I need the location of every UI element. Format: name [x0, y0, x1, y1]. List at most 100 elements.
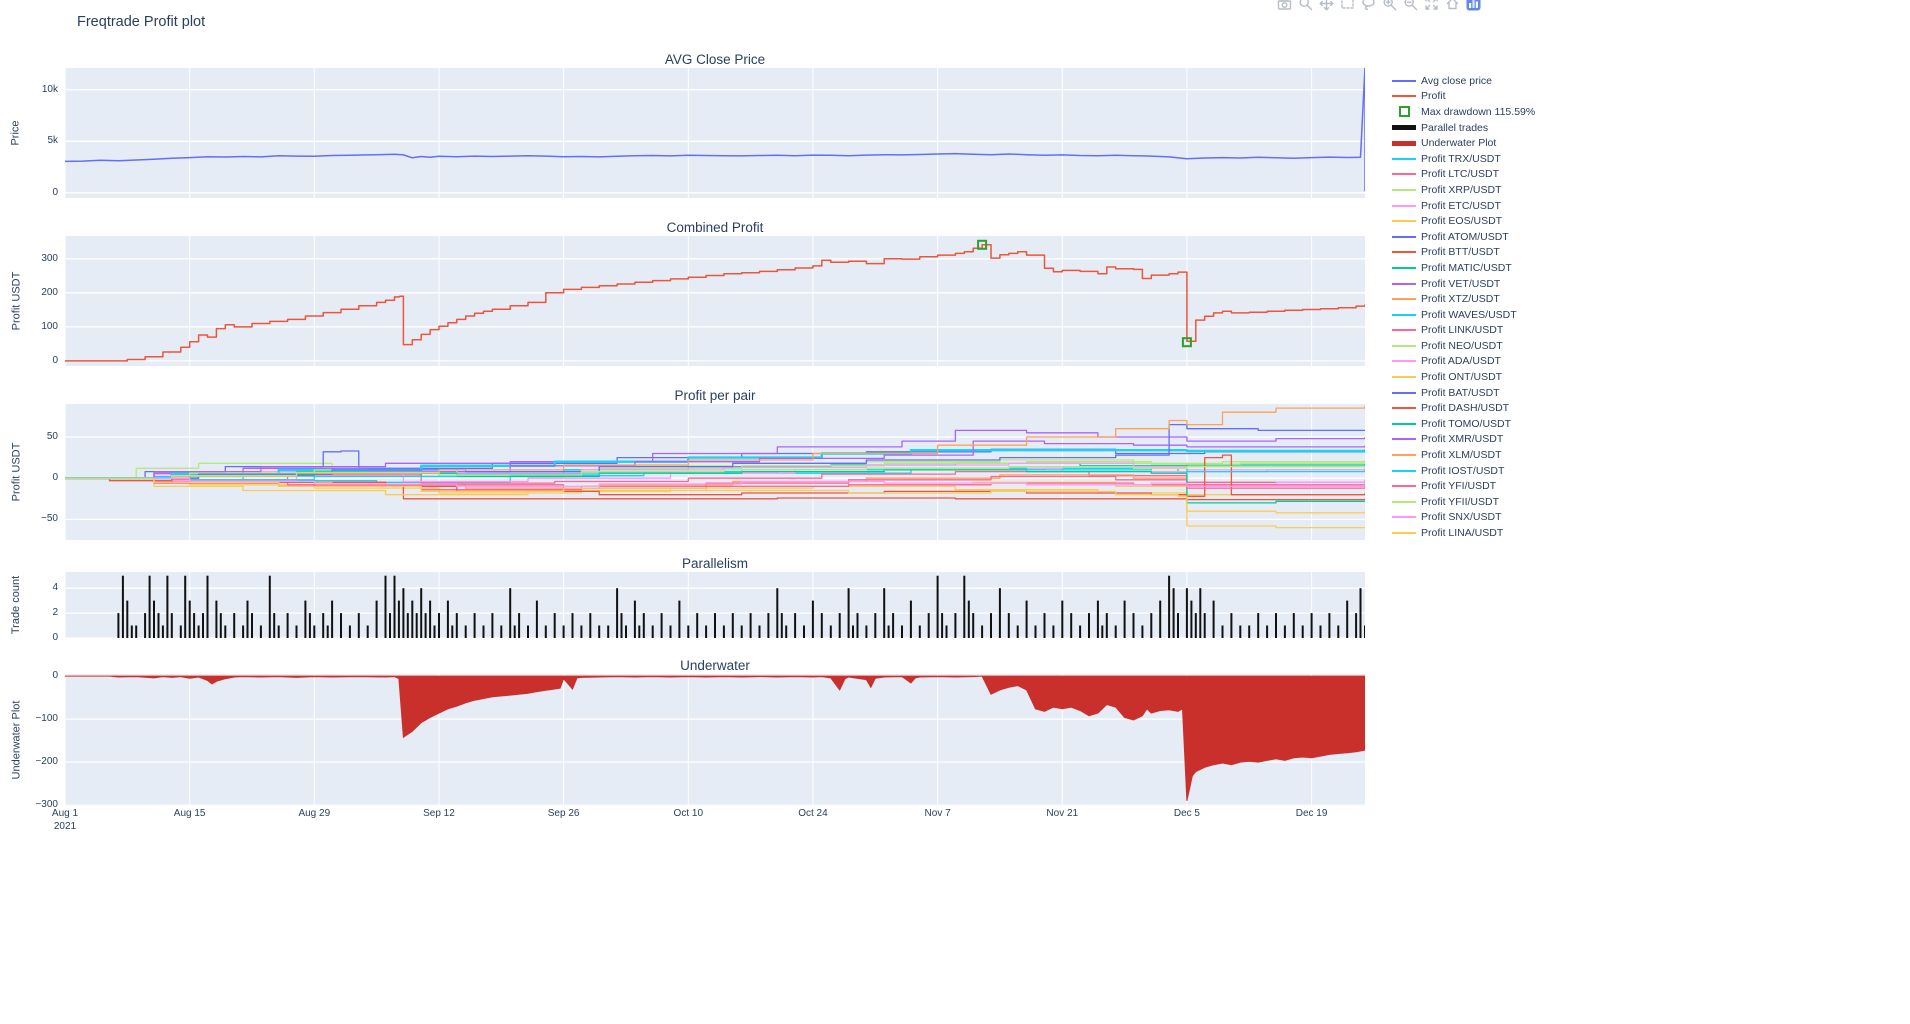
legend-label: Profit ONT/USDT	[1421, 371, 1503, 384]
legend-item[interactable]: Profit ADA/USDT	[1392, 354, 1535, 370]
legend-item[interactable]: Profit EOS/USDT	[1392, 213, 1535, 229]
legend-line-icon	[1392, 391, 1416, 394]
zoom-out-icon[interactable]	[1402, 0, 1418, 11]
legend-label: Profit XRP/USDT	[1421, 183, 1502, 196]
legend-item[interactable]: Avg close price	[1392, 73, 1535, 89]
y-axis-label-underwater-plot: Underwater Plot	[10, 700, 22, 780]
legend-item[interactable]: Profit ONT/USDT	[1392, 369, 1535, 385]
y-tick-label: 50	[46, 430, 58, 442]
legend-label: Parallel trades	[1421, 121, 1489, 134]
legend-label: Profit IOST/USDT	[1421, 464, 1505, 477]
legend-item[interactable]: Profit XTZ/USDT	[1392, 291, 1535, 307]
legend-label: Max drawdown 115.59%	[1421, 105, 1536, 118]
y-tick-label: 2	[52, 607, 58, 619]
reset-axes-icon[interactable]	[1444, 0, 1460, 11]
legend-line-icon	[1392, 188, 1416, 191]
legend-label: Profit ADA/USDT	[1421, 355, 1501, 368]
legend-item[interactable]: Underwater Plot	[1392, 135, 1535, 151]
y-tick-label: 300	[41, 252, 58, 264]
subplot-title-combined-profit: Combined Profit	[666, 220, 764, 235]
zoom-icon[interactable]	[1297, 0, 1313, 11]
y-tick-label: −300	[35, 799, 58, 811]
legend-item[interactable]: Profit ATOM/USDT	[1392, 229, 1535, 245]
y-tick-label: 0	[52, 632, 58, 643]
legend-line-icon	[1392, 313, 1416, 316]
legend-label: Profit TOMO/USDT	[1421, 417, 1512, 430]
legend-line-icon	[1392, 454, 1416, 457]
subplot-title-underwater: Underwater	[680, 658, 750, 673]
legend-line-icon	[1392, 282, 1416, 285]
legend-label: Profit LINK/USDT	[1421, 324, 1504, 337]
legend-line-icon	[1392, 344, 1416, 347]
y-tick-label: 0	[52, 186, 58, 198]
subplot-title-avg-close-price: AVG Close Price	[664, 52, 766, 67]
legend-label: Profit LINA/USDT	[1421, 527, 1504, 540]
legend-label: Avg close price	[1421, 74, 1493, 87]
legend-line-icon	[1392, 140, 1416, 146]
legend-item[interactable]: Profit WAVES/USDT	[1392, 307, 1535, 323]
legend-item[interactable]: Profit SNX/USDT	[1392, 510, 1535, 526]
legend-line-icon	[1392, 532, 1416, 535]
lasso-icon[interactable]	[1360, 0, 1376, 11]
legend-item[interactable]: Profit BTT/USDT	[1392, 245, 1535, 261]
page-title: Freqtrade Profit plot	[77, 14, 206, 30]
legend-item[interactable]: Profit IOST/USDT	[1392, 463, 1535, 479]
legend-item[interactable]: Profit XLM/USDT	[1392, 447, 1535, 463]
legend-item[interactable]: Max drawdown 115.59%	[1392, 104, 1535, 120]
legend-item[interactable]: Profit XRP/USDT	[1392, 182, 1535, 198]
legend-item[interactable]: Profit ETC/USDT	[1392, 198, 1535, 214]
legend-item[interactable]: Profit DASH/USDT	[1392, 400, 1535, 416]
legend-item[interactable]: Profit NEO/USDT	[1392, 338, 1535, 354]
legend-item[interactable]: Profit TRX/USDT	[1392, 151, 1535, 167]
pan-icon[interactable]	[1318, 0, 1334, 11]
legend-item[interactable]: Profit LTC/USDT	[1392, 167, 1535, 183]
legend-line-icon	[1392, 266, 1416, 269]
legend-line-icon	[1392, 438, 1416, 441]
x-tick-year-label: 2021	[53, 821, 77, 832]
legend-line-icon	[1392, 376, 1416, 379]
zoom-in-icon[interactable]	[1381, 0, 1397, 11]
y-tick-label: 0	[52, 670, 58, 682]
legend-item[interactable]: Profit VET/USDT	[1392, 276, 1535, 292]
legend-label: Underwater Plot	[1421, 137, 1497, 150]
subplot-4-canvas[interactable]	[65, 674, 1365, 806]
x-tick-label: Dec 5	[1173, 808, 1200, 819]
camera-icon[interactable]	[1276, 0, 1292, 11]
legend-item[interactable]: Profit YFI/USDT	[1392, 478, 1535, 494]
legend-item[interactable]: Profit	[1392, 89, 1535, 105]
legend-label: Profit BAT/USDT	[1421, 386, 1500, 399]
subplot-3-canvas[interactable]	[65, 572, 1365, 638]
subplot-2-canvas[interactable]	[65, 404, 1365, 540]
legend-line-icon	[1392, 251, 1416, 254]
y-tick-label: 5k	[47, 135, 58, 147]
legend-item[interactable]: Parallel trades	[1392, 120, 1535, 136]
legend-label: Profit VET/USDT	[1421, 277, 1501, 290]
legend-item[interactable]: Profit XMR/USDT	[1392, 432, 1535, 448]
legend-item[interactable]: Profit LINK/USDT	[1392, 323, 1535, 339]
legend-label: Profit LTC/USDT	[1421, 168, 1499, 181]
box-select-icon[interactable]	[1339, 0, 1355, 11]
x-tick-label: Oct 10	[673, 808, 704, 819]
legend-item[interactable]: Profit TOMO/USDT	[1392, 416, 1535, 432]
subplot-1-canvas[interactable]	[65, 236, 1365, 366]
legend-line-icon	[1392, 422, 1416, 425]
legend-item[interactable]: Profit YFII/USDT	[1392, 494, 1535, 510]
legend-line-icon	[1392, 204, 1416, 207]
x-tick-label: Oct 24	[798, 808, 828, 819]
legend-line-icon	[1392, 469, 1416, 472]
autoscale-icon[interactable]	[1423, 0, 1439, 11]
legend-line-icon	[1392, 298, 1416, 301]
legend: Avg close price Profit Max drawdown 115.59…	[1392, 73, 1535, 541]
legend-item[interactable]: Profit BAT/USDT	[1392, 385, 1535, 401]
x-tick-label: Aug 29	[298, 808, 331, 819]
legend-item[interactable]: Profit LINA/USDT	[1392, 525, 1535, 541]
y-tick-label: 4	[52, 582, 58, 594]
legend-label: Profit TRX/USDT	[1421, 152, 1501, 165]
x-tick-label: Aug 1	[51, 808, 79, 819]
subplot-0-canvas[interactable]	[65, 68, 1365, 198]
plotly-logo-icon[interactable]	[1465, 0, 1481, 11]
legend-item[interactable]: Profit MATIC/USDT	[1392, 260, 1535, 276]
legend-line-icon	[1392, 79, 1416, 82]
legend-label: Profit XTZ/USDT	[1421, 293, 1500, 306]
y-tick-label: 10k	[41, 83, 58, 95]
